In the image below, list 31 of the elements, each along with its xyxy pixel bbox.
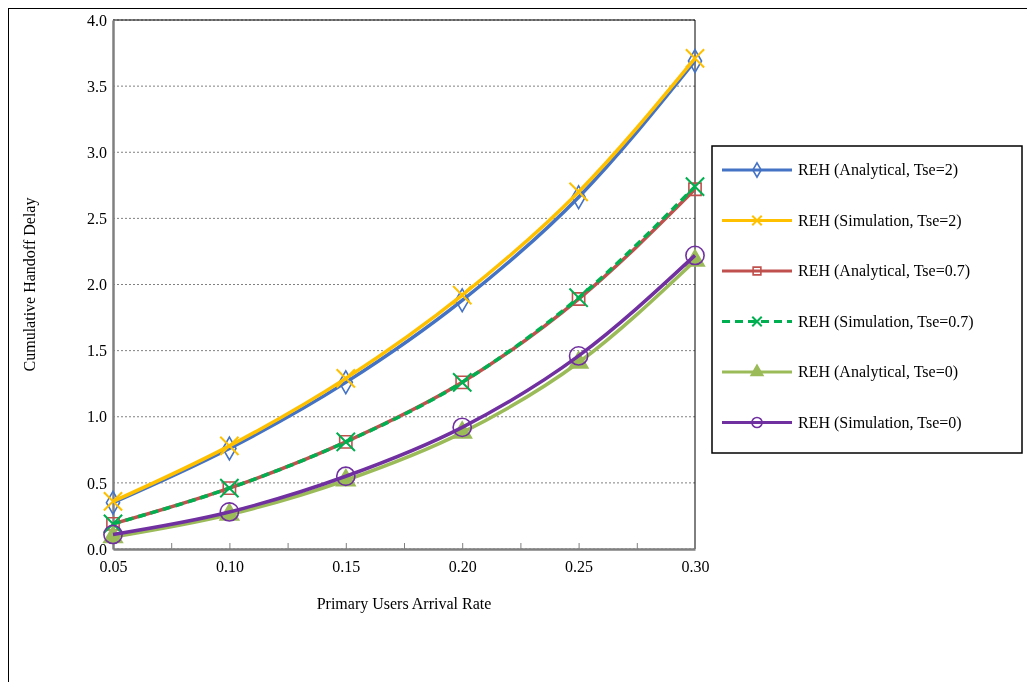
x-tick-label: 0.05 <box>99 558 128 576</box>
y-tick-label: 0.0 <box>87 540 107 558</box>
x-tick-label: 0.30 <box>681 558 710 576</box>
y-tick-label: 1.0 <box>87 408 107 426</box>
x-tick-label: 0.25 <box>565 558 594 576</box>
legend-label: REH (Analytical, Tse=0) <box>798 363 959 381</box>
y-tick-label: 4.0 <box>87 11 107 29</box>
legend-label: REH (Analytical, Tse=0.7) <box>798 262 971 280</box>
point <box>568 287 589 308</box>
y-tick-label: 2.0 <box>87 276 107 294</box>
x-tick-label: 0.15 <box>332 558 361 576</box>
x-tick-label: 0.20 <box>448 558 477 576</box>
y-tick-label: 3.0 <box>87 143 107 161</box>
point <box>571 292 586 306</box>
point <box>688 182 702 197</box>
y-tick-label: 3.5 <box>87 77 107 95</box>
legend-label: REH (Simulation, Tse=2) <box>798 211 962 230</box>
y-tick-label: 0.5 <box>87 474 107 492</box>
point <box>219 435 240 456</box>
point <box>452 284 473 306</box>
legend-label: REH (Simulation, Tse=0.7) <box>798 312 974 331</box>
point <box>684 48 706 69</box>
y-tick-label: 1.5 <box>87 342 107 360</box>
y-axis-title: Cumulative Handoff Delay <box>21 197 39 372</box>
legend-label: REH (Simulation, Tse=0) <box>798 413 962 432</box>
x-tick-label: 0.10 <box>215 558 244 576</box>
point <box>684 176 706 197</box>
x-axis-title: Primary Users Arrival Rate <box>316 595 492 613</box>
legend-label: REH (Analytical, Tse=2) <box>798 161 959 179</box>
y-tick-label: 2.5 <box>87 209 107 227</box>
point <box>335 368 356 389</box>
